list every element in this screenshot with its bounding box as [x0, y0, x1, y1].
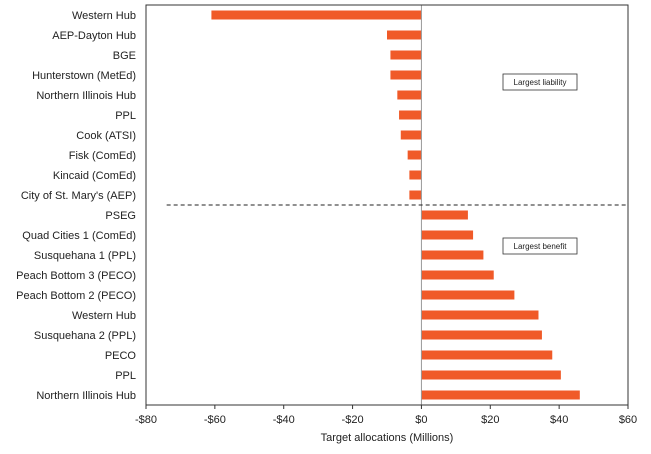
bar	[211, 10, 422, 20]
category-label: PPL	[115, 370, 136, 382]
category-label: PECO	[105, 350, 137, 362]
bar	[390, 50, 422, 60]
bar	[399, 110, 422, 120]
x-axis-title: Target allocations (Millions)	[321, 432, 454, 444]
annotation-text: Largest benefit	[514, 242, 568, 251]
bar	[421, 310, 539, 320]
x-tick-label: -$60	[204, 414, 226, 426]
annotation-text: Largest liability	[514, 78, 567, 87]
category-label: Cook (ATSI)	[76, 130, 136, 142]
plot-frame	[145, 4, 629, 406]
x-tick-label: -$80	[135, 414, 157, 426]
annotation-largest-benefit: Largest benefit	[502, 237, 578, 255]
bar	[387, 30, 422, 40]
bar	[421, 290, 515, 300]
category-label: Quad Cities 1 (ComEd)	[22, 230, 136, 242]
x-tick-label: $60	[619, 414, 637, 426]
bar	[421, 250, 484, 260]
category-label: BGE	[113, 50, 136, 62]
x-axis-ticks: -$80 -$60 -$40 -$20 $0 $20 $40 $60	[135, 405, 637, 426]
bar	[400, 130, 422, 140]
category-label: PSEG	[105, 210, 136, 222]
category-label: City of St. Mary's (AEP)	[21, 190, 136, 202]
x-tick-label: $20	[481, 414, 499, 426]
category-label: Susquehana 1 (PPL)	[34, 250, 136, 262]
bar	[397, 90, 422, 100]
x-tick-label: $0	[415, 414, 427, 426]
bar	[421, 370, 561, 380]
x-tick-label: $40	[550, 414, 568, 426]
category-label: Fisk (ComEd)	[69, 150, 136, 162]
category-label: Northern Illinois Hub	[36, 390, 136, 402]
bar	[409, 170, 422, 180]
x-tick-label: -$40	[273, 414, 295, 426]
category-label: Susquehana 2 (PPL)	[34, 330, 136, 342]
category-label: Peach Bottom 2 (PECO)	[16, 290, 136, 302]
category-label: Western Hub	[72, 310, 136, 322]
bar	[390, 70, 422, 80]
bar	[421, 230, 474, 240]
category-label: AEP-Dayton Hub	[52, 30, 136, 42]
category-label: Western Hub	[72, 10, 136, 22]
bar	[409, 190, 422, 200]
category-label: Kincaid (ComEd)	[53, 170, 136, 182]
category-label: PPL	[115, 110, 136, 122]
bar	[421, 330, 542, 340]
category-label: Hunterstown (MetEd)	[32, 70, 136, 82]
annotation-box	[502, 237, 578, 255]
bars	[211, 10, 580, 400]
bar	[421, 390, 580, 400]
category-label: Northern Illinois Hub	[36, 90, 136, 102]
annotation-largest-liability: Largest liability	[502, 73, 578, 91]
bar	[421, 270, 494, 280]
annotation-box	[502, 73, 578, 91]
category-labels: Western Hub AEP-Dayton Hub BGE Hunterstown …	[16, 10, 136, 402]
bar	[421, 350, 553, 360]
x-tick-label: -$20	[342, 414, 364, 426]
category-label: Peach Bottom 3 (PECO)	[16, 270, 136, 282]
bar	[421, 210, 468, 220]
bar	[407, 150, 422, 160]
